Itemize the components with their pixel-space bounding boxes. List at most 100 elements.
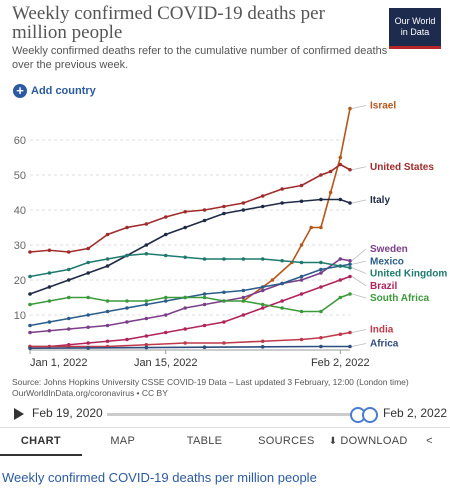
data-point bbox=[66, 327, 71, 331]
series-line-brazil bbox=[30, 275, 351, 348]
data-point bbox=[144, 299, 149, 303]
data-point bbox=[144, 342, 149, 347]
data-point bbox=[202, 323, 207, 328]
source-note: Source: Johns Hopkins University CSSE CO… bbox=[12, 377, 409, 398]
tab-chart[interactable]: CHART bbox=[0, 428, 82, 456]
share-button[interactable]: < bbox=[409, 428, 450, 456]
series-label-india: India bbox=[370, 325, 394, 336]
data-point bbox=[86, 260, 90, 265]
data-point bbox=[86, 313, 90, 317]
series-label-brazil: Brazil bbox=[370, 281, 397, 292]
data-point bbox=[66, 295, 71, 300]
tab-sources[interactable]: SOURCES bbox=[258, 435, 315, 447]
download-icon: ⬇ bbox=[328, 436, 338, 447]
data-point bbox=[222, 290, 226, 295]
data-point bbox=[319, 260, 323, 265]
series-label-united-states: United States bbox=[370, 162, 434, 173]
data-point bbox=[348, 292, 352, 296]
series-line-israel bbox=[242, 108, 351, 302]
data-point bbox=[66, 267, 71, 272]
tab-map[interactable]: MAP bbox=[110, 435, 136, 447]
label-connector bbox=[351, 166, 367, 171]
data-point bbox=[309, 225, 314, 230]
data-point bbox=[163, 295, 168, 300]
data-point bbox=[260, 345, 265, 349]
data-point bbox=[338, 295, 343, 300]
data-point bbox=[144, 334, 149, 338]
data-point bbox=[47, 271, 52, 275]
label-connector bbox=[351, 260, 367, 265]
data-point bbox=[280, 201, 284, 205]
label-connector bbox=[351, 267, 367, 274]
data-point bbox=[144, 316, 149, 321]
logo-line-2: in Data bbox=[400, 27, 430, 37]
series-line-united-kingdom bbox=[29, 252, 351, 278]
data-point bbox=[241, 257, 246, 261]
data-point bbox=[260, 194, 265, 198]
data-point bbox=[105, 339, 110, 344]
x-tick-label: Jan 1, 2022 bbox=[30, 357, 88, 369]
data-point bbox=[338, 278, 343, 282]
data-point bbox=[86, 295, 90, 300]
data-point bbox=[105, 257, 110, 261]
data-point bbox=[86, 246, 90, 251]
owid-logo[interactable]: Our World in Data bbox=[389, 8, 441, 49]
data-point bbox=[183, 295, 187, 300]
data-point bbox=[348, 330, 352, 335]
plus-icon: + bbox=[13, 84, 27, 98]
data-point bbox=[348, 344, 352, 349]
data-point bbox=[260, 306, 265, 310]
tab-download[interactable]: ⬇ DOWNLOAD bbox=[327, 428, 409, 456]
data-point bbox=[183, 225, 187, 230]
data-point bbox=[47, 285, 52, 289]
data-point bbox=[66, 250, 71, 254]
y-tick-label: 40 bbox=[14, 205, 26, 217]
data-point bbox=[183, 306, 187, 310]
data-point bbox=[319, 309, 323, 314]
data-point bbox=[125, 253, 129, 258]
data-point bbox=[280, 281, 284, 286]
data-point bbox=[66, 316, 71, 321]
series-label-italy: Italy bbox=[370, 195, 390, 206]
data-point bbox=[28, 302, 32, 307]
x-tick-label: Jan 15, 2022 bbox=[134, 357, 198, 369]
data-point bbox=[183, 209, 187, 214]
series-line-mexico bbox=[29, 263, 351, 327]
data-point bbox=[163, 330, 168, 335]
logo-line-1: Our World bbox=[394, 16, 436, 26]
data-point bbox=[125, 337, 129, 342]
data-point bbox=[163, 299, 168, 303]
data-point bbox=[338, 264, 343, 268]
series-label-united-kingdom: United Kingdom bbox=[370, 269, 447, 280]
data-point bbox=[47, 328, 52, 333]
data-point bbox=[280, 306, 284, 310]
data-point bbox=[202, 292, 207, 296]
add-country-label: Add country bbox=[31, 85, 96, 97]
play-icon[interactable] bbox=[14, 408, 24, 420]
add-country-button[interactable]: + Add country bbox=[13, 84, 96, 98]
data-point bbox=[125, 320, 129, 324]
data-point bbox=[328, 169, 333, 174]
data-point bbox=[47, 299, 52, 303]
data-point bbox=[338, 332, 343, 337]
data-point bbox=[241, 299, 246, 303]
series-line-italy bbox=[29, 198, 351, 295]
timeline-track[interactable] bbox=[107, 413, 367, 416]
data-point bbox=[163, 215, 168, 219]
chart-card: Weekly confirmed COVID-19 deaths per mil… bbox=[0, 4, 450, 456]
data-point bbox=[202, 302, 207, 307]
tab-table[interactable]: TABLE bbox=[186, 435, 223, 447]
data-point bbox=[86, 341, 90, 345]
data-point bbox=[260, 288, 265, 293]
footer-title-link[interactable]: Weekly confirmed COVID-19 deaths per mil… bbox=[2, 470, 317, 485]
tab-bar: CHART MAP TABLE SOURCES ⬇ DOWNLOAD < bbox=[0, 427, 450, 456]
data-point bbox=[28, 346, 32, 351]
series-label-south-africa: South Africa bbox=[370, 293, 430, 304]
data-point bbox=[183, 255, 187, 260]
data-point bbox=[222, 257, 226, 261]
data-point bbox=[319, 271, 323, 275]
timeline-end-handle[interactable] bbox=[362, 407, 378, 423]
data-point bbox=[348, 274, 352, 279]
data-point bbox=[86, 325, 90, 330]
label-connector bbox=[351, 293, 367, 299]
